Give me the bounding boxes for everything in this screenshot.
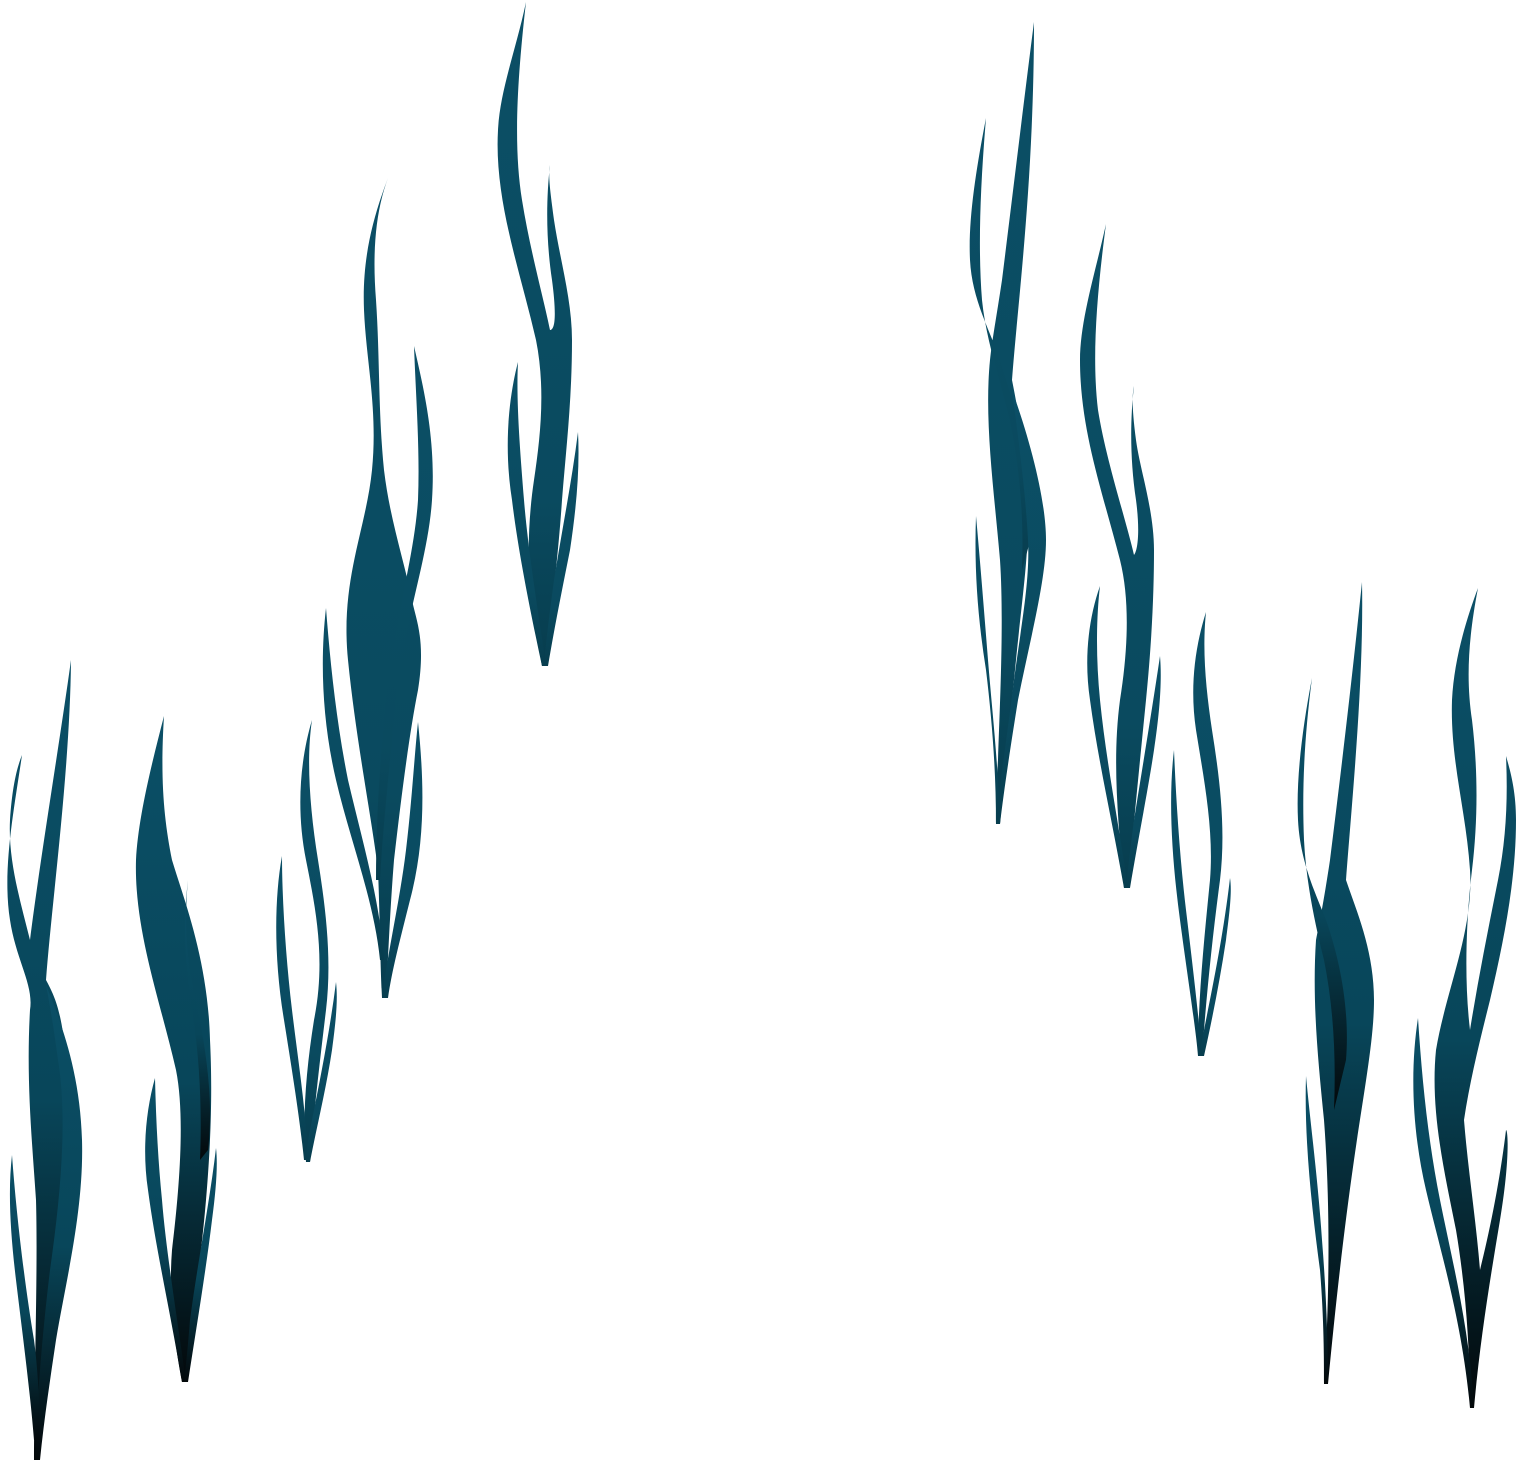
seaweed-blade <box>507 362 546 666</box>
seaweed-blade <box>1200 878 1231 1056</box>
seaweed-blade <box>322 608 384 960</box>
seaweed-blade <box>1413 1018 1474 1408</box>
seaweed-cluster-right-bottom <box>1297 582 1516 1408</box>
seaweed-blade <box>497 2 572 666</box>
seaweed-blade <box>996 390 1046 824</box>
seaweed-cluster-right-top <box>969 22 1046 824</box>
seaweed-cluster-right-middle <box>1080 224 1231 1056</box>
seaweed-cluster-left-middle <box>276 178 433 1162</box>
seaweed-blade <box>7 660 71 1460</box>
seaweed-blade <box>1080 224 1154 888</box>
seaweed-blade <box>36 985 83 1460</box>
seaweed-blade <box>9 1155 40 1440</box>
seaweed-blade <box>1126 656 1161 888</box>
seaweed-cluster-left-bottom <box>7 660 217 1460</box>
seaweed-blade <box>346 178 422 998</box>
seaweed-blade <box>1314 582 1374 1384</box>
seaweed-blade <box>185 880 211 1160</box>
seaweed-blade <box>969 118 1036 570</box>
seaweed-blade <box>1171 750 1202 1056</box>
seaweed-blade <box>145 1078 186 1382</box>
seaweed-blade <box>1297 678 1347 1110</box>
seaweed-blade <box>276 856 308 1160</box>
seaweed-blade <box>184 1148 217 1382</box>
seaweed-blade <box>544 432 579 666</box>
seaweed-blade <box>300 720 329 1162</box>
seaweed-blade <box>306 982 337 1162</box>
seaweed-blade <box>975 516 1000 824</box>
seaweed-cluster-left-top <box>497 2 579 666</box>
seaweed-blade <box>1193 612 1223 1056</box>
seaweed-blade <box>382 722 423 998</box>
seaweed-blade <box>135 716 212 1382</box>
seaweed-blade <box>1305 1076 1328 1384</box>
seaweed-blade <box>1434 588 1516 1408</box>
seaweed-blade <box>376 346 433 880</box>
